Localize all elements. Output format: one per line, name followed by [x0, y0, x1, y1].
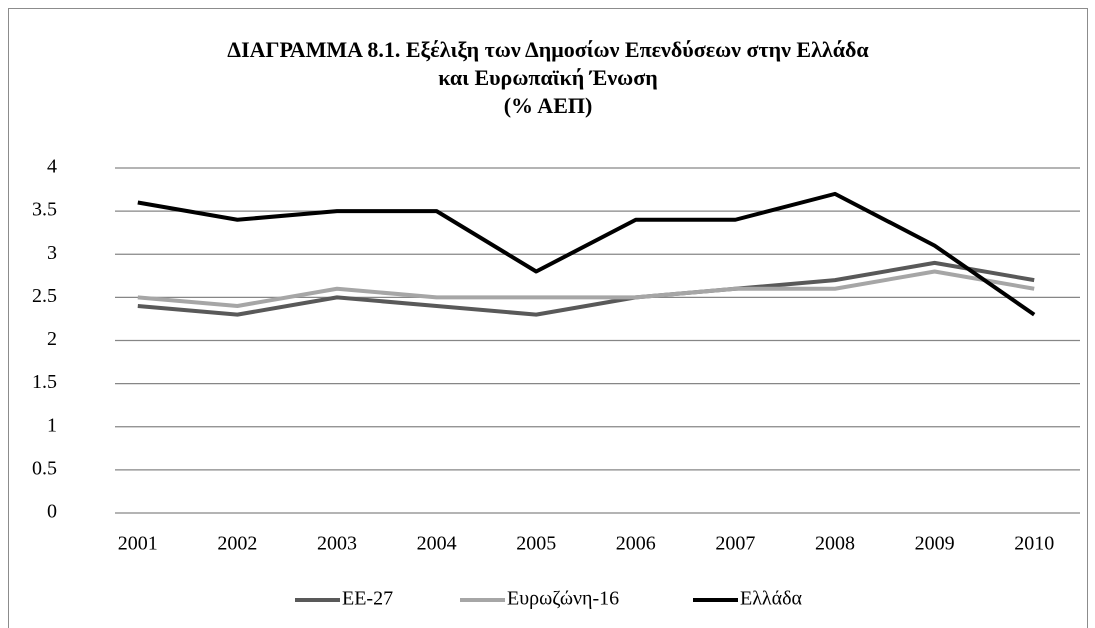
y-tick-label: 2 — [47, 328, 57, 350]
x-tick-label: 2010 — [1014, 533, 1054, 555]
y-tick-label: 0.5 — [32, 457, 57, 479]
x-tick-label: 2006 — [616, 533, 656, 555]
legend-label: ΕΕ-27 — [342, 588, 393, 610]
series-line — [137, 191, 1036, 317]
x-tick-label: 2001 — [118, 533, 158, 555]
legend-label: Ευρωζώνη-16 — [507, 588, 619, 610]
series-line — [137, 260, 1035, 317]
legend-label: Ελλάδα — [740, 588, 803, 610]
chart-title: (% ΑΕΠ) — [504, 93, 593, 118]
y-tick-label: 3.5 — [32, 199, 57, 221]
x-tick-label: 2004 — [417, 533, 457, 555]
x-tick-label: 2007 — [715, 533, 755, 555]
y-tick-label: 3 — [47, 242, 57, 264]
y-tick-label: 0 — [47, 501, 57, 523]
y-tick-label: 1 — [47, 414, 57, 436]
y-tick-label: 2.5 — [32, 285, 57, 307]
chart-frame — [8, 8, 1088, 628]
x-tick-label: 2005 — [516, 533, 556, 555]
x-tick-label: 2003 — [317, 533, 357, 555]
chart-title: ΔΙΑΓΡΑΜΜΑ 8.1. Εξέλιξη των Δημοσίων Επεν… — [227, 37, 869, 62]
x-tick-label: 2008 — [815, 533, 855, 555]
x-tick-label: 2002 — [217, 533, 257, 555]
chart-title: και Ευρωπαϊκή Ένωση — [438, 65, 657, 90]
series-line — [137, 269, 1035, 308]
y-tick-label: 4 — [47, 156, 57, 178]
y-tick-label: 1.5 — [32, 371, 57, 393]
x-tick-label: 2009 — [915, 533, 955, 555]
